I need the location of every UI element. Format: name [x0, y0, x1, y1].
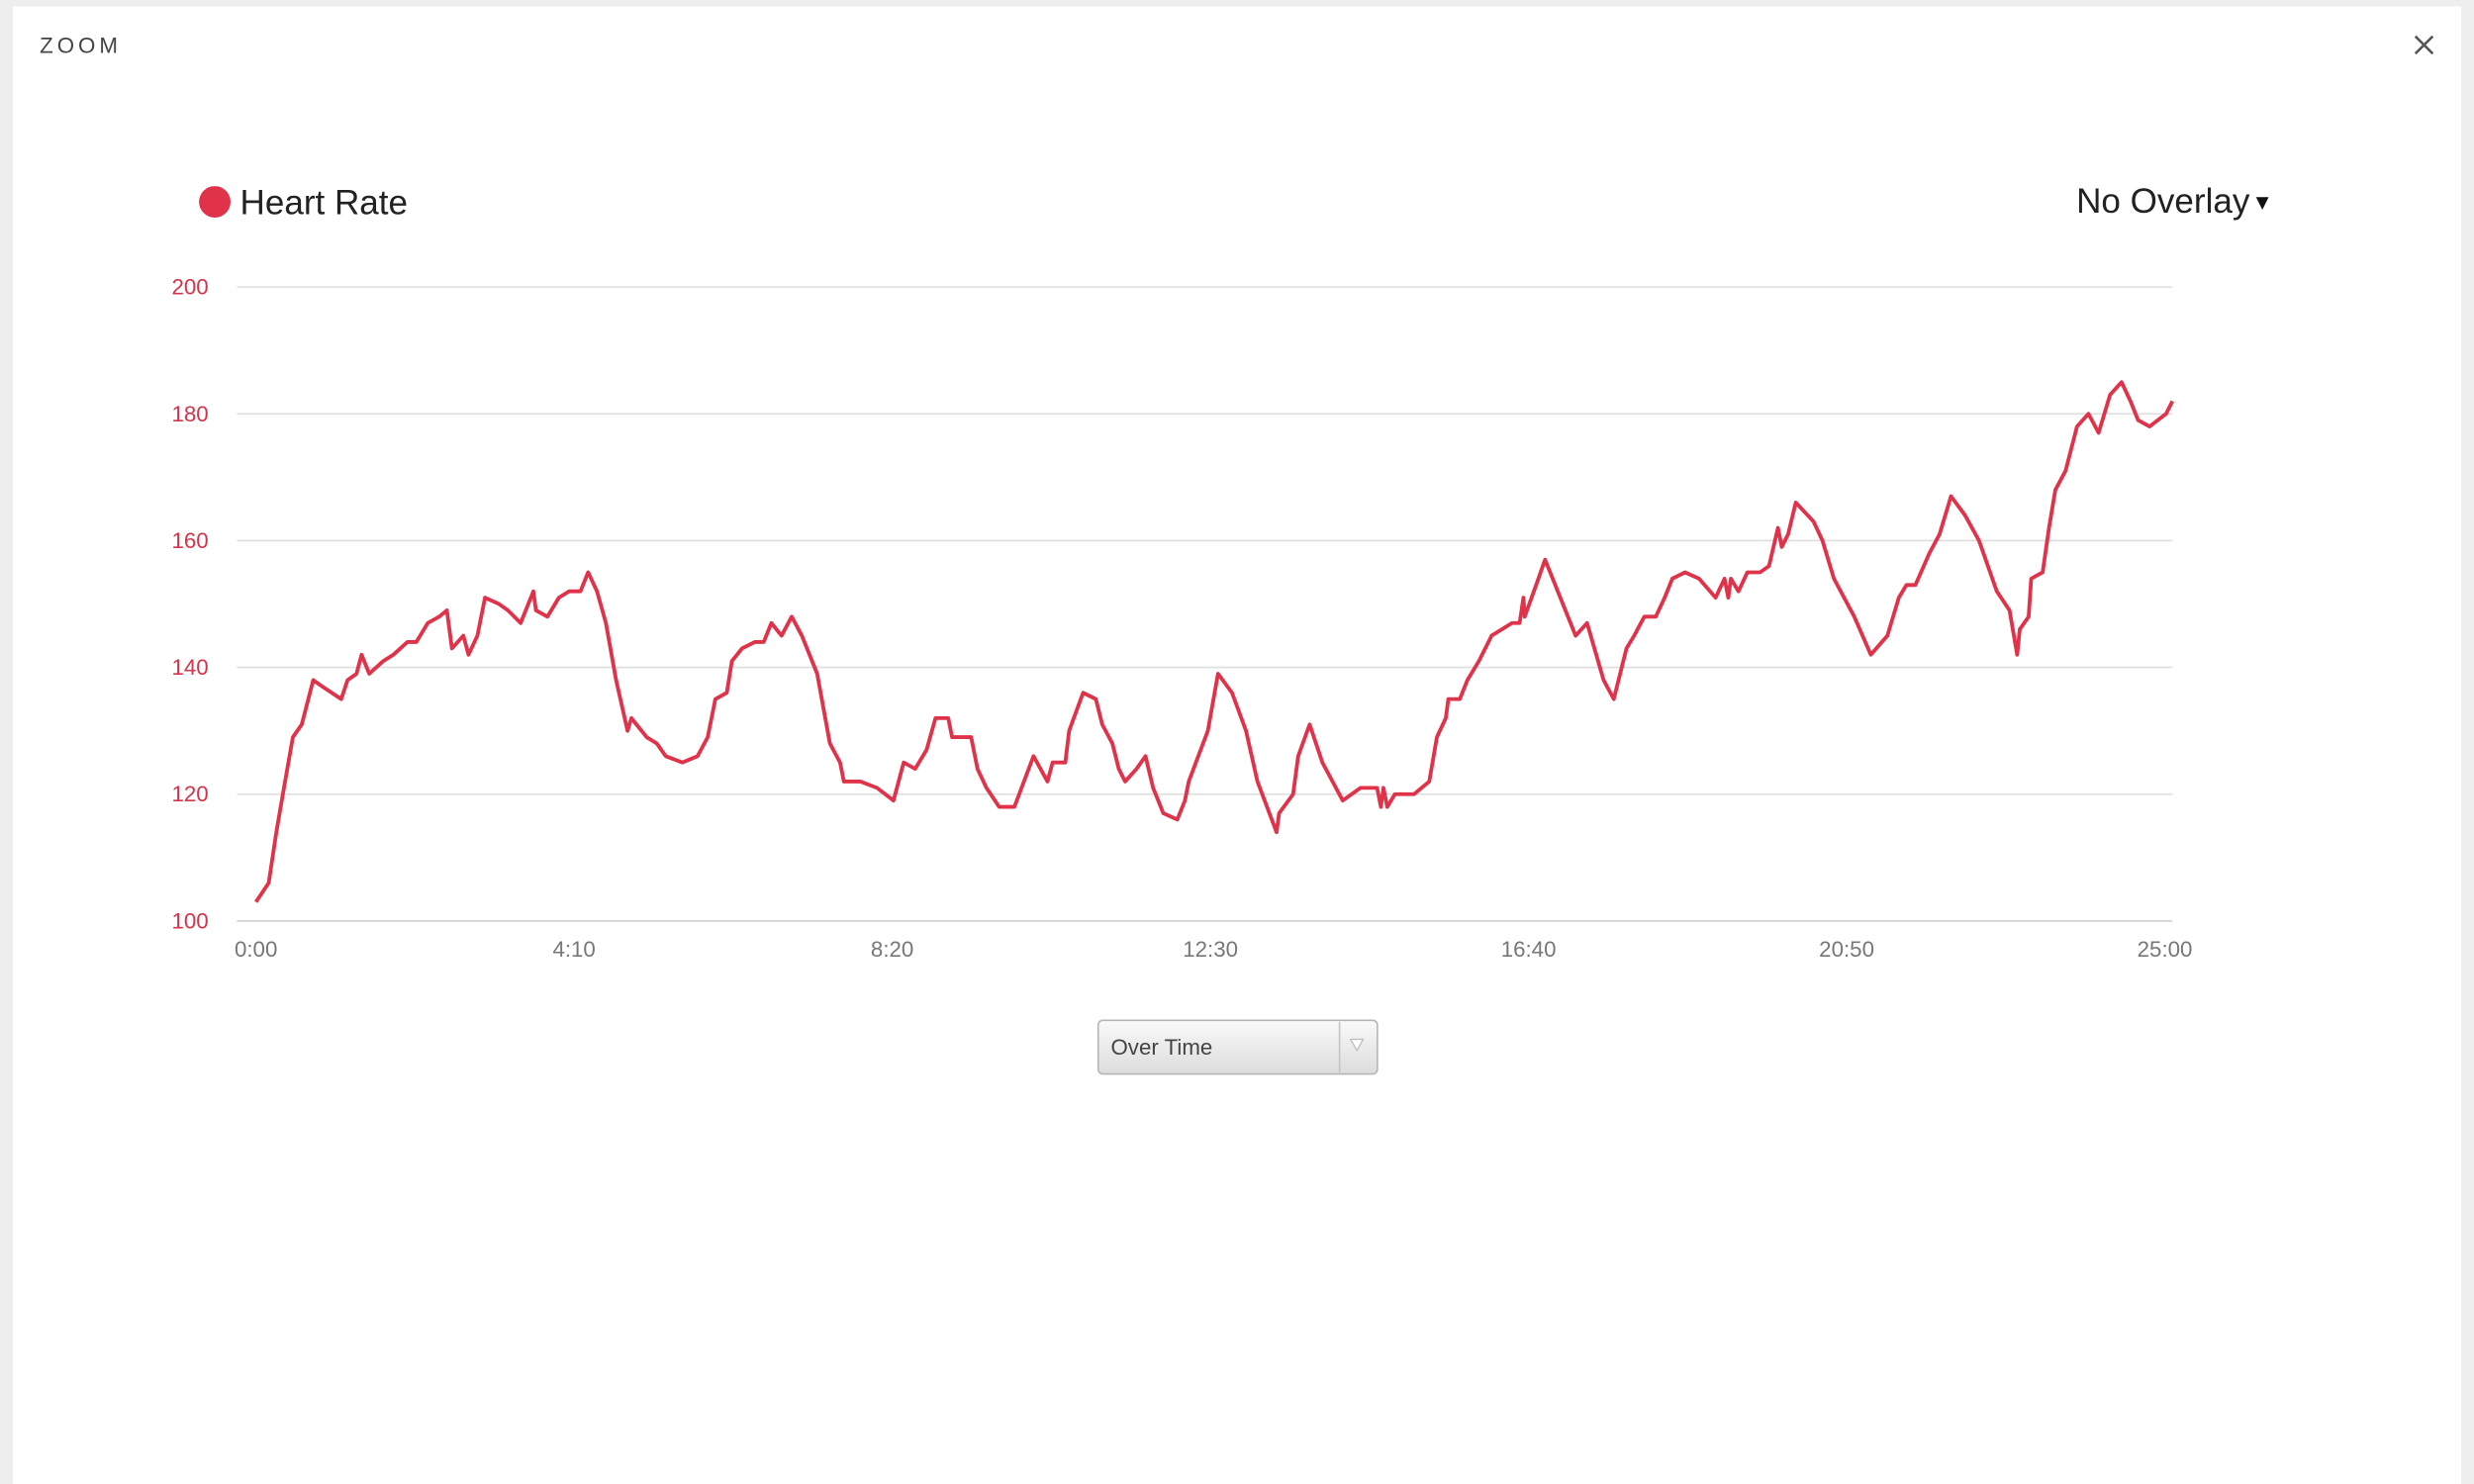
- overlay-dropdown[interactable]: No Overlay: [2076, 182, 2269, 221]
- overlay-label[interactable]: No Overlay: [2076, 182, 2250, 221]
- x-tick-label: 4:10: [552, 937, 595, 962]
- dialog-title: ZOOM: [40, 34, 122, 58]
- legend-marker: [199, 186, 231, 218]
- select-arrow[interactable]: [1349, 1038, 1365, 1052]
- data-line: [254, 380, 2174, 903]
- y-tick-label: 120: [171, 782, 208, 806]
- select-label[interactable]: Over Time: [1110, 1035, 1212, 1060]
- legend-label: Heart Rate: [240, 183, 408, 222]
- y-tick-label: 180: [171, 402, 208, 426]
- select-box[interactable]: [1096, 1019, 1379, 1075]
- close-button[interactable]: [2414, 35, 2434, 55]
- chart: 100 120 140 160 180 200 0:00 4:10 8:20 12:30 16:40…: [171, 275, 2192, 963]
- view-select[interactable]: Over Time: [1096, 1019, 1379, 1075]
- x-tick-label: 0:00: [235, 937, 277, 962]
- x-tick-label: 25:00: [2138, 937, 2193, 962]
- x-tick-label: 20:50: [1819, 937, 1874, 962]
- y-tick-label: 140: [171, 655, 208, 680]
- y-tick-label: 100: [171, 908, 208, 933]
- y-tick-label: 160: [171, 528, 208, 553]
- dialog-panel: [13, 6, 2461, 1484]
- x-tick-label: 8:20: [871, 937, 913, 962]
- y-tick-label: 200: [171, 275, 208, 300]
- overlay-arrow[interactable]: [2255, 197, 2269, 211]
- x-tick-label: 12:30: [1183, 937, 1238, 962]
- x-tick-label: 16:40: [1501, 937, 1557, 962]
